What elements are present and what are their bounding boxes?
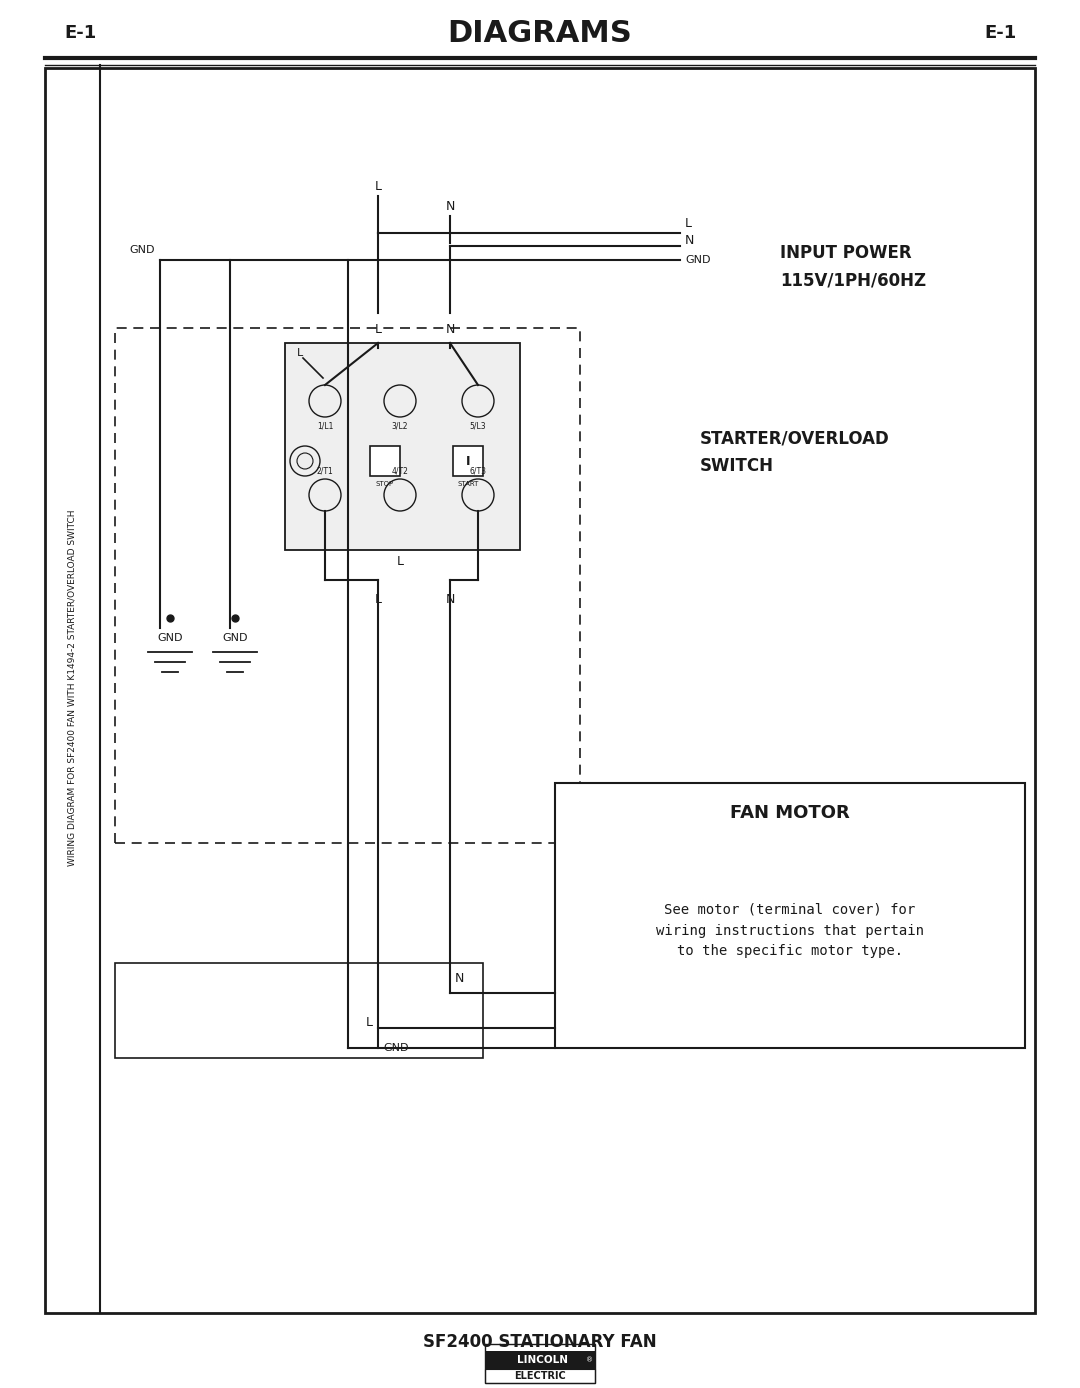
Text: E-1: E-1 xyxy=(984,24,1016,42)
Text: GND: GND xyxy=(130,246,156,255)
Text: GND: GND xyxy=(383,1042,408,1053)
Bar xyxy=(45,68,1035,1313)
Text: N: N xyxy=(445,200,455,212)
Text: N: N xyxy=(685,233,694,247)
Bar xyxy=(114,328,580,843)
Text: L: L xyxy=(375,323,381,336)
Text: L: L xyxy=(396,555,404,568)
Bar xyxy=(485,1369,595,1382)
Text: LINCOLN: LINCOLN xyxy=(517,1355,568,1364)
Bar xyxy=(370,446,400,476)
Text: N: N xyxy=(455,972,464,984)
Bar xyxy=(114,963,483,1058)
Text: L: L xyxy=(375,593,381,607)
Text: 2/T1: 2/T1 xyxy=(316,466,334,475)
Text: 3/L2: 3/L2 xyxy=(392,421,408,430)
Text: WIRING DIAGRAM FOR SF2400 FAN WITH K1494-2 STARTER/OVERLOAD SWITCH: WIRING DIAGRAM FOR SF2400 FAN WITH K1494… xyxy=(67,509,77,866)
Text: L: L xyxy=(685,217,692,229)
Text: ®: ® xyxy=(586,1357,594,1363)
Text: L: L xyxy=(366,1016,373,1030)
Text: See motor (terminal cover) for
wiring instructions that pertain
to the specific : See motor (terminal cover) for wiring in… xyxy=(656,904,924,958)
Text: 5/L3: 5/L3 xyxy=(470,421,486,430)
Text: FAN MOTOR: FAN MOTOR xyxy=(730,804,850,822)
Text: N: N xyxy=(445,323,455,336)
Text: GND: GND xyxy=(158,633,183,643)
Text: INPUT POWER: INPUT POWER xyxy=(780,244,912,262)
Text: STARTER/OVERLOAD: STARTER/OVERLOAD xyxy=(700,429,890,447)
Text: SF2400 STATIONARY FAN: SF2400 STATIONARY FAN xyxy=(423,1332,657,1351)
Text: N: N xyxy=(445,593,455,607)
Text: L: L xyxy=(297,348,303,358)
Text: 6/T3: 6/T3 xyxy=(470,466,486,475)
Text: SWITCH: SWITCH xyxy=(700,457,774,475)
Bar xyxy=(285,343,519,550)
Text: 115V/1PH/60HZ: 115V/1PH/60HZ xyxy=(780,271,927,289)
Text: 1/L1: 1/L1 xyxy=(316,421,334,430)
Text: DIAGRAMS: DIAGRAMS xyxy=(447,18,633,47)
Text: GND: GND xyxy=(685,255,711,265)
Bar xyxy=(453,446,483,476)
Bar xyxy=(555,783,1025,1048)
Text: START: START xyxy=(457,482,478,487)
Text: STOP: STOP xyxy=(376,482,394,487)
Text: GND: GND xyxy=(222,633,247,643)
Text: E-1: E-1 xyxy=(64,24,96,42)
Text: L: L xyxy=(375,180,381,193)
Text: ELECTRIC: ELECTRIC xyxy=(514,1371,566,1381)
Text: I: I xyxy=(465,454,470,468)
Bar xyxy=(485,1344,595,1382)
Text: 4/T2: 4/T2 xyxy=(392,466,408,475)
Bar xyxy=(485,1351,595,1369)
